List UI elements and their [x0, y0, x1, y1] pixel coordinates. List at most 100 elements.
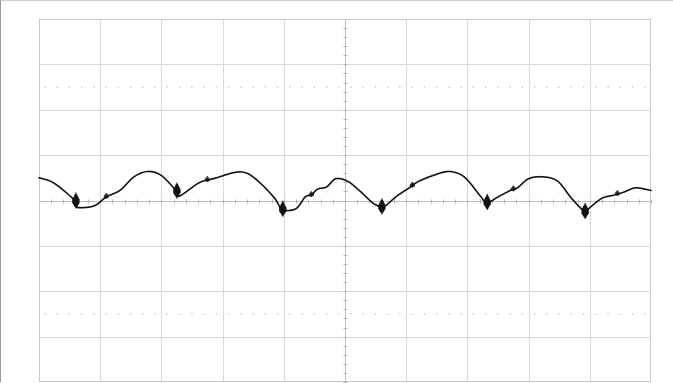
graticule-dot: [289, 86, 291, 88]
graticule-dot: [313, 86, 316, 88]
graticule-dot: [215, 86, 218, 88]
graticule-dot: [313, 313, 316, 315]
graticule-dot: [558, 86, 560, 88]
graticule-dot: [117, 313, 120, 315]
graticule-dot: [289, 313, 291, 315]
graticule-dot: [631, 86, 634, 88]
graticule-dot: [252, 313, 254, 315]
graticule-dot: [191, 86, 193, 88]
graticule-dot: [460, 313, 462, 315]
graticule-dot: [411, 313, 414, 315]
graticule-dot: [423, 86, 426, 88]
graticule-dot: [68, 86, 71, 88]
graticule-dot: [227, 313, 230, 315]
graticule-dot: [129, 86, 132, 88]
small-bump: [204, 176, 210, 183]
graticule-dot: [619, 313, 622, 315]
graticule-dot: [264, 313, 267, 315]
graticule-dot: [44, 86, 46, 88]
graticule-dot: [570, 86, 573, 88]
switching-burst: [378, 198, 386, 215]
graticule-dot: [509, 86, 511, 88]
graticule-dot: [448, 86, 450, 88]
graticule-dot: [203, 313, 205, 315]
graticule-dot: [607, 86, 609, 88]
graticule-dot: [178, 86, 181, 88]
graticule-dot: [337, 86, 340, 88]
graticule-dot: [93, 86, 95, 88]
waveform-trace: [38, 170, 652, 219]
graticule-dot: [423, 313, 426, 315]
graticule-dot: [252, 86, 254, 88]
graticule-dot: [362, 313, 365, 315]
graticule-dot: [521, 313, 524, 315]
graticule-dot: [276, 313, 279, 315]
graticule: [39, 19, 652, 383]
waveform-line: [38, 170, 652, 214]
small-bump: [510, 185, 516, 192]
graticule-dot: [558, 313, 560, 315]
graticule-dot: [93, 313, 95, 315]
graticule-dot: [240, 313, 242, 315]
graticule-dot: [129, 313, 132, 315]
graticule-dot: [191, 313, 193, 315]
small-bump: [614, 190, 620, 197]
small-bump: [409, 181, 415, 188]
graticule-dot: [350, 313, 352, 315]
graticule-dot: [386, 86, 389, 88]
graticule-dot: [276, 86, 279, 88]
graticule-dot: [631, 313, 634, 315]
graticule-dot: [166, 313, 169, 315]
graticule-dot: [374, 313, 377, 315]
graticule-dot: [215, 313, 218, 315]
graticule-dot: [521, 86, 524, 88]
graticule-dot: [643, 313, 646, 315]
graticule-dot: [350, 86, 352, 88]
graticule-dot: [595, 86, 597, 88]
graticule-dot: [80, 86, 83, 88]
graticule-dot: [44, 313, 46, 315]
graticule-dot: [325, 86, 328, 88]
graticule-dot: [166, 86, 169, 88]
graticule-dot: [497, 86, 499, 88]
graticule-dot: [203, 86, 205, 88]
graticule-dot: [595, 313, 597, 315]
graticule-dot: [399, 86, 401, 88]
switching-burst: [483, 193, 491, 210]
graticule-dot: [142, 313, 144, 315]
graticule-dot: [264, 86, 267, 88]
graticule-dot: [399, 313, 401, 315]
graticule-dot: [435, 313, 438, 315]
graticule-dot: [56, 313, 59, 315]
switching-burst: [173, 182, 181, 199]
graticule-dot: [56, 86, 59, 88]
graticule-dot: [240, 86, 242, 88]
graticule-dot: [448, 313, 450, 315]
graticule-dot: [154, 313, 156, 315]
graticule-dot: [509, 313, 511, 315]
switching-burst: [72, 192, 80, 209]
graticule-dot: [178, 313, 181, 315]
graticule-dot: [105, 86, 107, 88]
switching-burst: [279, 200, 287, 217]
graticule-dot: [301, 313, 303, 315]
graticule-dot: [117, 86, 120, 88]
graticule-dot: [337, 313, 340, 315]
graticule-dot: [546, 313, 548, 315]
graticule-dot: [68, 313, 71, 315]
graticule-dot: [582, 86, 585, 88]
graticule-dot: [154, 86, 156, 88]
graticule-dot: [325, 313, 328, 315]
graticule-dot: [227, 86, 230, 88]
graticule-dot: [484, 313, 487, 315]
graticule-dot: [301, 86, 303, 88]
graticule-dot: [472, 313, 475, 315]
graticule-dot: [619, 86, 622, 88]
graticule-dot: [546, 86, 548, 88]
graticule-dot: [362, 86, 365, 88]
graticule-dot: [472, 86, 475, 88]
graticule-dot: [570, 313, 573, 315]
graticule-dot: [582, 313, 585, 315]
graticule-dot: [607, 313, 609, 315]
